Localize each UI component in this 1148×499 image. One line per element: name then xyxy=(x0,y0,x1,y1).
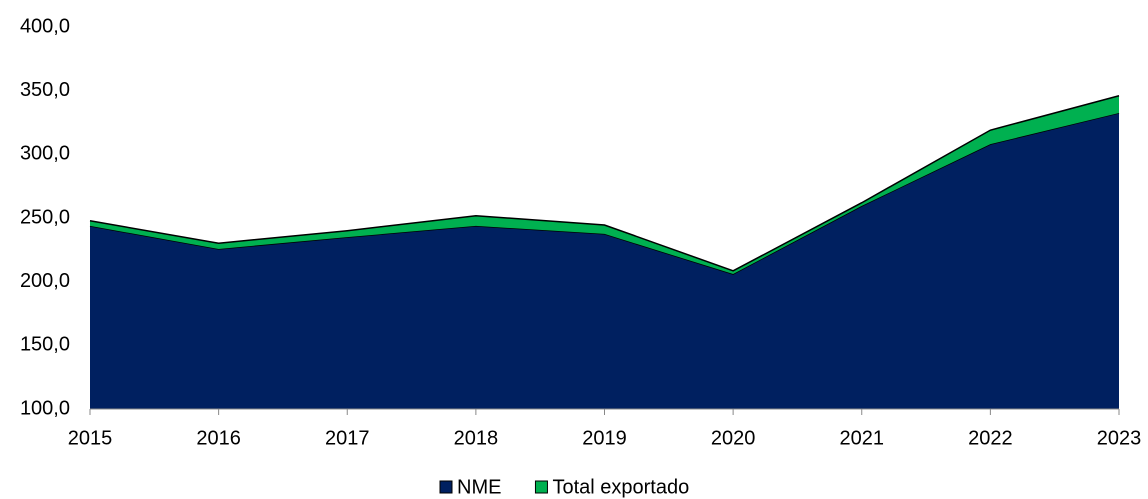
y-tick-label: 350,0 xyxy=(20,79,70,101)
area-outline xyxy=(89,95,1120,272)
area xyxy=(90,112,1119,409)
x-tick-label: 2019 xyxy=(582,427,627,449)
x-tick-label: 2022 xyxy=(968,427,1013,449)
x-tick-label: 2016 xyxy=(196,427,241,449)
x-tick-label: 2015 xyxy=(68,427,113,449)
legend-label: NME xyxy=(457,476,501,498)
y-tick-label: 300,0 xyxy=(20,143,70,165)
y-tick-label: 150,0 xyxy=(20,334,70,356)
legend-swatch xyxy=(439,480,453,494)
legend-swatch xyxy=(534,480,548,494)
y-tick-label: 400,0 xyxy=(20,15,70,37)
y-tick-label: 200,0 xyxy=(20,270,70,292)
y-tick-label: 250,0 xyxy=(20,206,70,228)
x-tick-label: 2018 xyxy=(454,427,499,449)
legend-label: Total exportado xyxy=(552,476,689,498)
x-tick-label: 2023 xyxy=(1097,427,1142,449)
x-tick-label: 2020 xyxy=(711,427,756,449)
x-tick-label: 2021 xyxy=(840,427,885,449)
x-tick-label: 2017 xyxy=(325,427,370,449)
y-tick-label: 100,0 xyxy=(20,397,70,419)
